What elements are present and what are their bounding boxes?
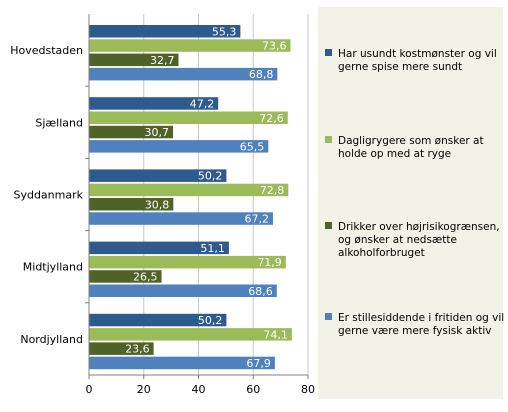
data-label: 65,5 [240,140,265,153]
data-label: 47,2 [190,97,215,110]
bar [89,111,288,124]
data-label: 32,7 [150,54,175,67]
data-label: 30,7 [145,126,170,139]
legend-label: Har usundt kostmønster og vil gerne spise… [338,48,497,73]
bars [89,25,292,370]
legend-swatch [325,136,332,143]
legend-label: Drikker over højrisikogrænsen, og ønsker … [338,221,500,259]
category-labels: Hovedstaden Sjælland Syddanmark Midtjylland… [10,44,83,346]
legend-label: Dagligrygere som ønsker at holde op med a… [338,135,484,160]
data-label: 51,1 [200,242,225,255]
category-label: Sjælland [35,116,83,129]
category-label: Hovedstaden [10,44,83,57]
bar [89,241,229,255]
data-label: 67,9 [246,357,271,370]
tick-labels: 0 20 40 60 80 [86,383,316,396]
bar [89,169,227,182]
legend-swatch [325,49,332,56]
bar [89,97,219,110]
bar [89,183,289,197]
data-label: 72,8 [260,184,285,197]
category-label: Midtjylland [23,261,83,274]
bar [89,313,227,327]
data-label: 55,3 [212,25,237,38]
data-label: 71,9 [257,256,282,269]
legend-background [318,7,503,399]
bar [89,270,162,283]
data-label: 73,6 [262,40,287,53]
bar [89,212,273,225]
x-tick-label: 20 [137,383,151,396]
bar [89,53,179,67]
bar [89,25,241,38]
bar [89,67,278,81]
data-label: 68,6 [248,285,273,298]
legend-swatch [325,313,332,320]
data-labels: 55,3 73,6 32,7 68,8 47,2 72,6 30,7 65,5 50,2 72,8… [125,25,288,370]
bar [89,198,174,211]
data-label: 74,1 [263,328,288,341]
category-label: Syddanmark [13,189,83,202]
axes [85,14,309,379]
legend-label: Er stillesiddende i fritiden og vil gerne… [338,312,504,337]
x-tick-label: 40 [192,383,206,396]
bar [89,125,174,139]
data-label: 50,2 [198,170,223,183]
bar [89,284,277,297]
x-tick-label: 60 [246,383,260,396]
bar [89,342,154,355]
data-label: 23,6 [125,343,150,356]
legend: Har usundt kostmønster og vil gerne spise… [318,7,504,399]
bar [89,255,286,269]
category-label: Nordjylland [20,333,83,346]
data-label: 68,8 [249,68,274,81]
data-label: 50,2 [198,314,223,327]
bar [89,39,291,52]
x-tick-label: 0 [86,383,93,396]
bar [89,356,275,370]
bar [89,140,269,153]
legend-swatch [325,222,332,229]
x-tick-label: 80 [301,383,315,396]
data-label: 72,6 [259,112,284,125]
data-label: 67,2 [244,213,269,226]
data-label: 26,5 [133,270,158,283]
bar [89,328,292,341]
data-label: 30,8 [145,198,170,211]
